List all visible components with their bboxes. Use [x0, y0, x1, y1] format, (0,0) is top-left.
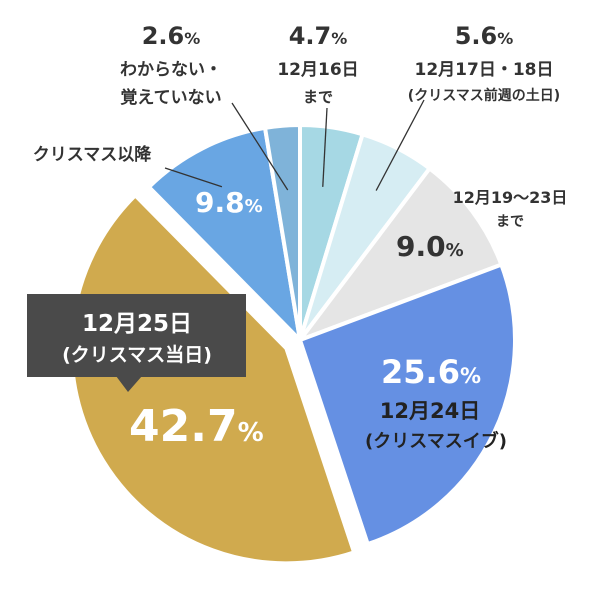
label-s6: クリスマス以降: [33, 144, 152, 165]
pie-slices: [69, 123, 517, 566]
label-s5-line2: (クリスマス当日): [62, 343, 212, 366]
label-s4-line2: (クリスマスイブ): [365, 430, 507, 452]
leader-line-s2: [375, 99, 425, 191]
leader-line-s6: [164, 167, 223, 188]
pct-s4: 25.6%: [381, 353, 481, 391]
pie-slice-s3: [298, 166, 504, 342]
leader-line-s7: [231, 102, 289, 191]
pie-slice-s4: [298, 262, 517, 547]
label-s4-line1: 12月24日: [380, 399, 480, 423]
label-s1-line2: まで: [303, 88, 333, 106]
callout-dec25: 12月25日 (クリスマス当日): [27, 294, 246, 392]
label-s7-line2: 覚えていない: [120, 87, 221, 108]
pct-s2: 5.6%: [455, 22, 514, 50]
pct-s6: 9.8%: [195, 186, 263, 219]
pct-s3: 9.0%: [396, 230, 464, 263]
leader-lines: [164, 99, 425, 191]
pie-slice-s7: [263, 123, 302, 342]
label-s2-line2: (クリスマス前週の土日): [408, 87, 560, 104]
label-s3-line1: 12月19〜23日: [453, 188, 568, 207]
pie-slice-s5: [69, 193, 357, 566]
pct-s1: 4.7%: [289, 22, 348, 50]
label-s2-line1: 12月17日・18日: [415, 60, 554, 80]
label-s5-line1: 12月25日: [82, 311, 192, 337]
pct-s5: 42.7%: [129, 401, 264, 452]
label-s7-line1: わからない・: [120, 60, 222, 80]
pct-s7: 2.6%: [142, 22, 201, 50]
pie-slice-s6: [146, 125, 302, 342]
label-s1-line1: 12月16日: [277, 60, 358, 80]
label-s3-line2: まで: [496, 214, 524, 230]
leader-line-s1: [322, 107, 328, 187]
